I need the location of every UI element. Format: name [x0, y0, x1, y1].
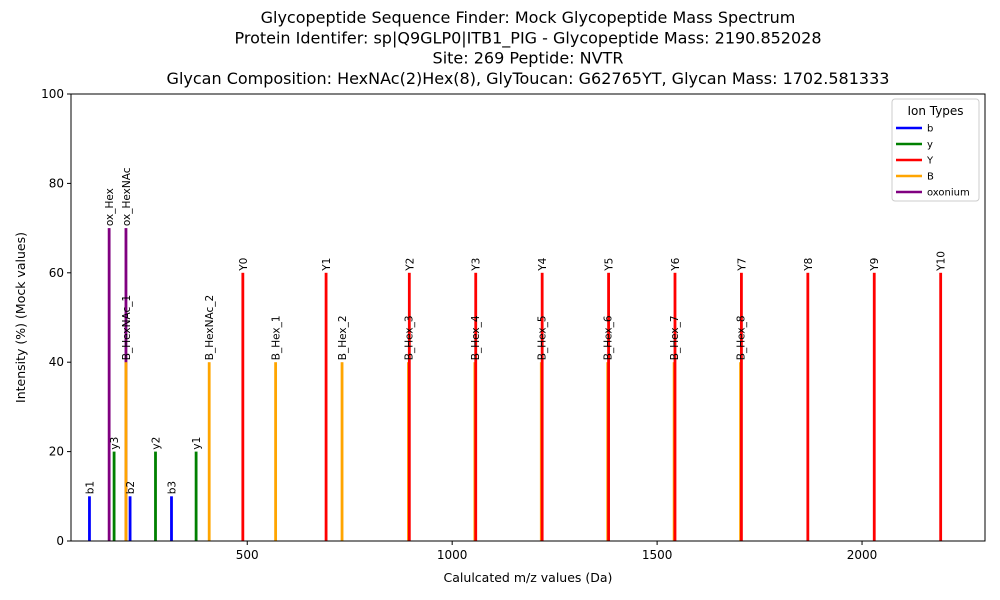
x-tick-label: 500: [236, 548, 259, 562]
legend-entry-b: b: [927, 124, 933, 135]
peak-label-Y6: Y6: [670, 257, 682, 271]
peak-label-y2: y2: [151, 437, 163, 450]
peak-Y6: [673, 272, 677, 541]
peak-B_Hex_1: [274, 362, 278, 541]
peak-Y0: [241, 272, 245, 541]
peak-y3: [112, 451, 116, 541]
peak-label-B_HexNAc_2: B_HexNAc_2: [204, 295, 216, 360]
x-tick-label: 2000: [847, 548, 878, 562]
y-tick-label: 100: [41, 87, 64, 101]
peak-Y5: [607, 272, 610, 541]
peak-label-B_Hex_8: B_Hex_8: [736, 315, 748, 360]
peak-Y1: [324, 272, 328, 541]
title-line-2: Protein Identifer: sp|Q9GLP0|ITB1_PIG - …: [234, 28, 821, 48]
peak-label-B_Hex_6: B_Hex_6: [603, 315, 615, 360]
peak-label-ox_Hex: ox_Hex: [104, 188, 116, 226]
peak-b1: [88, 496, 91, 541]
peak-label-Y2: Y2: [404, 258, 416, 272]
peak-y1: [194, 451, 198, 541]
legend-entry-y: y: [927, 140, 933, 151]
legend-entry-Y: Y: [926, 156, 934, 167]
title-line-1: Glycopeptide Sequence Finder: Mock Glyco…: [261, 8, 796, 27]
peak-label-Y4: Y4: [537, 257, 549, 271]
peak-Y2: [407, 272, 411, 541]
peak-ox_Hex: [107, 228, 111, 541]
peak-label-b1: b1: [84, 481, 96, 494]
legend-entry-oxonium: oxonium: [927, 188, 970, 199]
peaks: [88, 228, 943, 541]
y-tick-label: 80: [49, 176, 64, 190]
peak-label-Y0: Y0: [238, 258, 250, 272]
peak-B_HexNAc_1: [124, 362, 128, 541]
peak-label-Y8: Y8: [803, 258, 815, 272]
peak-label-y3: y3: [109, 437, 121, 450]
peak-B_Hex_2: [340, 362, 344, 541]
peak-B_HexNAc_2: [207, 362, 211, 541]
peak-label-B_Hex_1: B_Hex_1: [271, 315, 283, 360]
title-line-4: Glycan Composition: HexNAc(2)Hex(8), Gly…: [167, 69, 890, 88]
x-tick-label: 1500: [642, 548, 673, 562]
peak-b3: [170, 496, 173, 541]
peak-label-Y3: Y3: [471, 258, 483, 272]
peak-label-Y10: Y10: [936, 251, 948, 272]
peak-Y9: [872, 272, 876, 541]
peak-labels: b1 b2 b3 y3 y2 y1 ox_Hex ox_HexNAc B_HexNAc_1 B_H…: [84, 167, 947, 494]
x-axis-label: Calulcated m/z values (Da): [444, 570, 613, 585]
peak-label-B_Hex_4: B_Hex_4: [470, 315, 482, 360]
peak-Y8: [806, 272, 810, 541]
y-tick-label: 20: [49, 445, 64, 459]
y-tick-label: 60: [49, 266, 64, 280]
peak-y2: [154, 451, 157, 541]
peak-Y3: [474, 272, 478, 541]
y-tick-label: 40: [49, 355, 64, 369]
x-axis-ticks: 500 1000 1500 2000: [236, 541, 878, 562]
peak-label-B_HexNAc_1: B_HexNAc_1: [121, 295, 133, 360]
peak-Y7: [740, 272, 743, 541]
peak-label-b3: b3: [166, 481, 178, 494]
chart-title: Glycopeptide Sequence Finder: Mock Glyco…: [167, 8, 890, 88]
title-line-3: Site: 269 Peptide: NVTR: [433, 49, 624, 68]
peak-label-b2: b2: [125, 481, 137, 494]
peak-Y4: [540, 272, 544, 541]
peak-label-B_Hex_7: B_Hex_7: [669, 315, 681, 360]
peak-label-B_Hex_2: B_Hex_2: [337, 315, 349, 360]
peak-label-B_Hex_3: B_Hex_3: [403, 315, 415, 360]
peak-label-B_Hex_5: B_Hex_5: [536, 315, 548, 360]
peak-label-ox_HexNAc: ox_HexNAc: [121, 167, 133, 226]
peak-label-Y1: Y1: [321, 258, 333, 272]
x-tick-label: 1000: [437, 548, 468, 562]
y-tick-label: 0: [56, 534, 64, 548]
y-axis-ticks: 0 20 40 60 80 100: [41, 87, 71, 548]
peak-label-Y7: Y7: [736, 258, 748, 272]
peak-label-Y9: Y9: [869, 258, 881, 272]
legend-title: Ion Types: [907, 104, 963, 118]
y-axis-label: Intensity (%) (Mock values): [13, 232, 28, 403]
legend-entry-B: B: [927, 172, 934, 183]
plot-area-frame: [70, 93, 986, 542]
peak-label-y1: y1: [191, 437, 203, 450]
peak-label-Y5: Y5: [604, 258, 616, 272]
peak-Y10: [939, 272, 943, 541]
peak-b2: [128, 496, 132, 541]
